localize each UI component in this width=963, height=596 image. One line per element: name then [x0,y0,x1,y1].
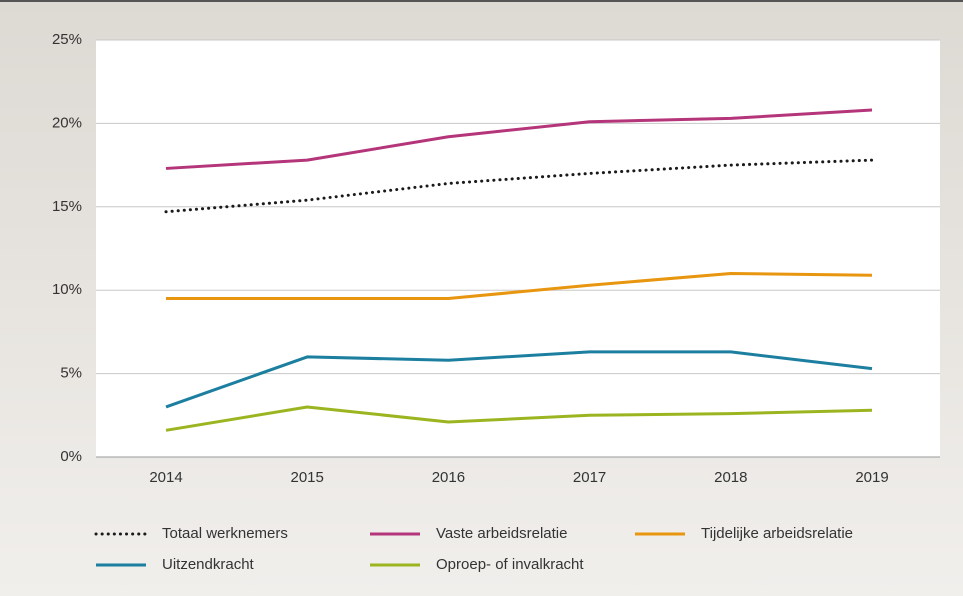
series-line [164,158,874,214]
plot-area [96,40,940,457]
series-line [165,108,873,170]
y-tick-label: 5% [60,365,82,382]
y-tick-label: 20% [52,114,82,131]
x-tick-label: 2016 [432,469,465,486]
series-line [166,272,873,301]
y-tick-label: 0% [60,448,82,465]
x-tick-label: 2017 [573,469,606,486]
x-tick-label: 2018 [714,469,747,486]
series-line [165,350,873,409]
legend-label: Oproep- of invalkracht [436,556,584,573]
legend-label: Uitzendkracht [162,556,255,573]
legend-label: Totaal werknemers [162,525,288,542]
x-tick-label: 2019 [855,469,888,486]
x-tick-label: 2014 [149,469,182,486]
y-tick-label: 10% [52,281,82,298]
series-line [165,405,873,432]
y-tick-label: 15% [52,198,82,215]
y-tick-label: 25% [52,31,82,48]
legend-label: Tijdelijke arbeidsrelatie [701,525,853,542]
x-tick-label: 2015 [291,469,324,486]
legend-label: Vaste arbeidsrelatie [436,525,567,542]
